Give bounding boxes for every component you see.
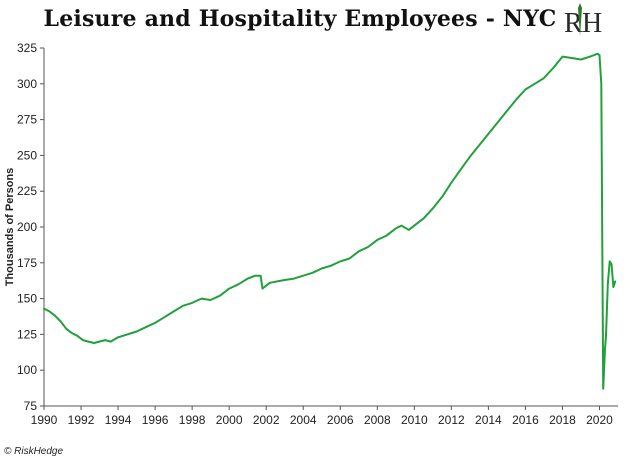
x-tick-label: 2012: [438, 413, 465, 427]
y-axis-ticks: 75 100 125 150 175 200 225 250 275 300 325: [17, 41, 44, 413]
x-tick-label: 1994: [105, 413, 132, 427]
logo-leaf-icon: [578, 3, 582, 36]
x-tick-label: 2020: [586, 413, 613, 427]
x-tick-label: 2002: [253, 413, 280, 427]
y-tick-label: 200: [17, 220, 37, 234]
x-tick-label: 1990: [31, 413, 58, 427]
y-tick-label: 125: [17, 327, 37, 341]
x-tick-label: 2016: [512, 413, 539, 427]
series-line-0: [43, 52, 617, 390]
chart-title: Leisure and Hospitality Employees - NYC: [43, 6, 557, 32]
x-tick-label: 2006: [327, 413, 354, 427]
x-tick-label: 2004: [290, 413, 317, 427]
x-tick-label: 1998: [179, 413, 206, 427]
y-tick-label: 300: [17, 77, 37, 91]
y-tick-label: 100: [17, 363, 37, 377]
axes: [43, 48, 618, 407]
x-tick-label: 2010: [401, 413, 428, 427]
x-tick-label: 2014: [475, 413, 502, 427]
x-tick-label: 2000: [216, 413, 243, 427]
y-tick-label: 325: [17, 41, 37, 55]
y-tick-label: 150: [17, 292, 37, 306]
y-tick-label: 75: [24, 399, 38, 413]
y-tick-label: 175: [17, 256, 37, 270]
y-tick-label: 225: [17, 184, 37, 198]
x-tick-label: 2018: [549, 413, 576, 427]
x-tick-label: 1996: [142, 413, 169, 427]
logo-lettering-h: H: [582, 8, 602, 39]
series-group: [43, 52, 617, 390]
x-tick-label: 2008: [364, 413, 391, 427]
x-tick-label: 1992: [68, 413, 95, 427]
x-axis-ticks: 1990 1992 1994 1996 1998 2000 2002 2004 2006 2008…: [31, 406, 613, 427]
y-axis-label: Thousands of Persons: [4, 168, 16, 287]
y-tick-label: 250: [17, 148, 37, 162]
y-tick-label: 275: [17, 113, 37, 127]
credit-text: © RiskHedge: [4, 446, 64, 457]
logo-lettering: R: [564, 8, 583, 39]
riskhedge-logo-icon: R H: [564, 3, 602, 39]
